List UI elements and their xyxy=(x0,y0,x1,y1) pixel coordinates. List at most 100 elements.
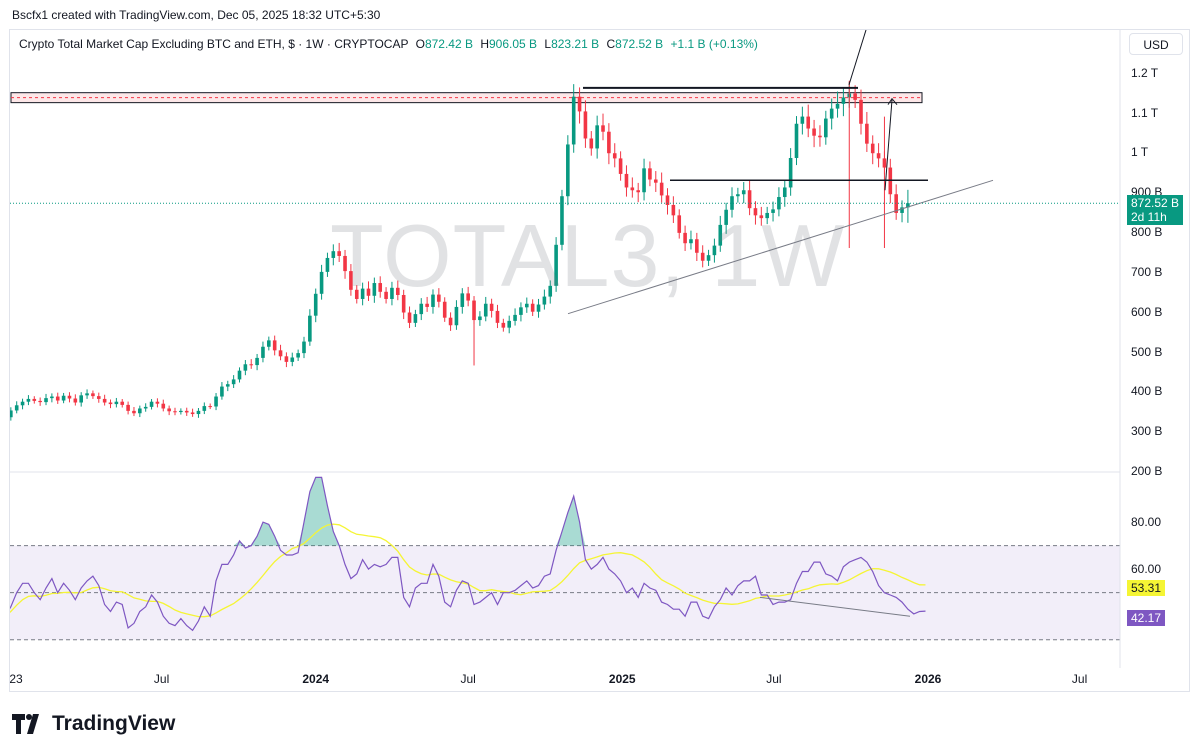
candle-body xyxy=(507,320,512,328)
candle-body xyxy=(366,288,371,296)
candle-body xyxy=(589,138,594,149)
candle-body xyxy=(55,396,60,401)
candle-body xyxy=(14,405,19,411)
tradingview-logo-icon xyxy=(12,714,39,734)
candle-body xyxy=(513,314,517,321)
rsi-divergence-line xyxy=(759,596,911,617)
candle-body xyxy=(143,406,148,409)
low-label: L xyxy=(544,37,552,51)
candle-body xyxy=(595,125,599,149)
candle-body xyxy=(712,245,717,256)
candle-body xyxy=(96,396,101,399)
open-label: O xyxy=(415,37,425,51)
candle-body xyxy=(794,123,799,158)
candle-body xyxy=(132,410,136,414)
rsi-tick-label: 80.00 xyxy=(1131,515,1162,530)
price-tick-label: 400 B xyxy=(1131,384,1163,399)
candle-body xyxy=(313,293,318,316)
candle-body xyxy=(149,401,154,407)
candle-body xyxy=(372,283,377,296)
candle-body xyxy=(618,158,623,174)
candle-body xyxy=(419,303,424,315)
candle-body xyxy=(519,307,523,315)
time-tick-label: 2026 xyxy=(914,672,942,686)
low-value: 823.21 B xyxy=(551,37,600,51)
candle-body xyxy=(530,303,535,312)
rsi-ma-line xyxy=(10,523,926,618)
chart-frame[interactable] xyxy=(9,29,1190,692)
tradingview-logo[interactable]: TradingView xyxy=(12,711,175,737)
price-tick-label: 1 T xyxy=(1131,145,1149,160)
currency-button[interactable]: USD xyxy=(1129,33,1183,55)
candle-body xyxy=(870,143,875,154)
candle-body xyxy=(50,396,54,399)
candle-body xyxy=(249,364,254,366)
candle-body xyxy=(202,406,207,411)
candle-body xyxy=(736,194,740,197)
candle-body xyxy=(337,251,341,256)
symbol-title[interactable]: Crypto Total Market Cap Excluding BTC an… xyxy=(19,37,409,51)
candle-body xyxy=(730,196,734,210)
candle-body xyxy=(454,306,459,326)
price-tick-label: 700 B xyxy=(1131,264,1163,279)
close-label: C xyxy=(606,37,616,51)
candle-body xyxy=(214,396,218,407)
candle-body xyxy=(61,395,66,401)
candle-body xyxy=(44,398,48,403)
bar-countdown: 2d 11h xyxy=(1131,210,1167,225)
candle-body xyxy=(548,285,553,297)
candle-body xyxy=(782,187,787,198)
rsi-line xyxy=(10,476,926,632)
symbol-legend[interactable]: Crypto Total Market Cap Excluding BTC an… xyxy=(19,37,758,51)
candle-body xyxy=(700,252,705,261)
candle-body xyxy=(155,401,160,404)
candle-body xyxy=(724,209,728,225)
high-value: 906.05 B xyxy=(489,37,538,51)
candle-body xyxy=(759,215,764,219)
candle-body xyxy=(601,125,605,132)
candle-body xyxy=(302,341,306,354)
last-price-value: 872.52 B xyxy=(1131,196,1180,211)
candle-body xyxy=(718,224,723,246)
candle-body xyxy=(308,315,312,342)
candle-body xyxy=(818,135,822,138)
candle-body xyxy=(671,204,676,216)
candle-body xyxy=(225,384,230,387)
symbol-watermark: TOTAL3, 1W xyxy=(330,206,846,305)
candle-body xyxy=(706,255,711,261)
candle-body xyxy=(865,123,869,144)
candle-body xyxy=(407,312,412,323)
candle-body xyxy=(325,257,330,272)
candle-body xyxy=(489,303,494,311)
price-tick-label: 600 B xyxy=(1131,304,1163,319)
candle-body xyxy=(460,293,465,307)
last-price-badge: 872.52 B 2d 11h xyxy=(1127,195,1184,226)
ascending-trendline xyxy=(567,179,994,315)
price-tick-label: 300 B xyxy=(1131,424,1163,439)
candle-body xyxy=(67,395,72,399)
candle-body xyxy=(126,404,130,411)
candle-body xyxy=(255,357,259,366)
high-label: H xyxy=(480,37,489,51)
time-tick-label: 2024 xyxy=(302,672,330,686)
credit-line: Bscfx1 created with TradingView.com, Dec… xyxy=(12,8,381,22)
candle-body xyxy=(894,194,898,213)
candle-body xyxy=(648,168,652,180)
candle-body xyxy=(73,398,78,403)
time-tick-label: Jul xyxy=(1071,672,1088,686)
candle-body xyxy=(378,283,383,292)
candle-body xyxy=(237,370,242,380)
candle-body xyxy=(220,386,224,397)
price-tick-label: 1.2 T xyxy=(1131,65,1159,80)
time-tick-label: Jul xyxy=(153,672,170,686)
candle-body xyxy=(636,190,640,193)
candle-body xyxy=(788,157,793,188)
change-value: +1.1 B (+0.13%) xyxy=(670,37,758,51)
candle-body xyxy=(876,153,881,159)
candle-body xyxy=(349,271,353,290)
candle-body xyxy=(448,317,453,326)
candle-body xyxy=(79,395,83,403)
candle-body xyxy=(577,96,582,112)
candle-body xyxy=(261,346,265,358)
